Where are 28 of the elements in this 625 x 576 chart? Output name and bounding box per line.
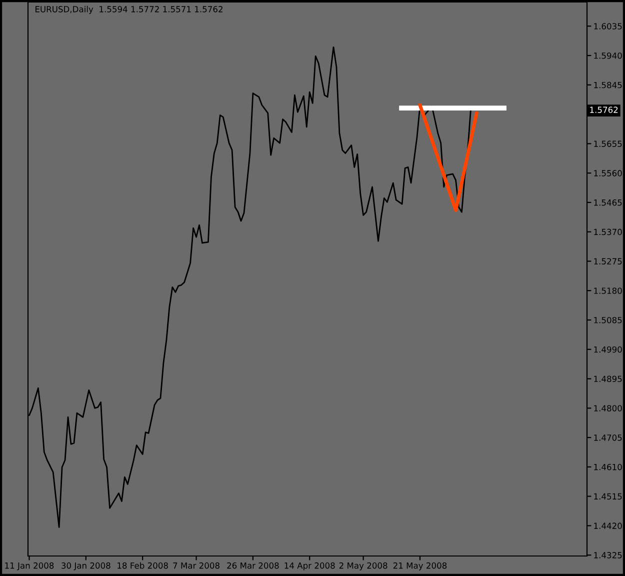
x-tick-label: 7 Mar 2008 bbox=[173, 562, 220, 569]
y-tick-label: 1.5085 bbox=[594, 316, 622, 324]
y-tick-label: 1.5465 bbox=[594, 199, 622, 206]
y-tick-label: 1.5180 bbox=[594, 288, 622, 294]
y-tick-label: 1.4610 bbox=[594, 464, 622, 470]
x-tick-label: 21 May 2008 bbox=[393, 562, 447, 570]
y-tick-label: 1.4895 bbox=[594, 376, 622, 382]
x-tick-label: 30 Jan 2008 bbox=[62, 562, 110, 570]
y-tick-label: 1.5560 bbox=[594, 170, 622, 176]
y-tick-label: 1.4990 bbox=[594, 346, 622, 353]
text: 1.5762 bbox=[590, 106, 618, 113]
x-tick-label: 18 Feb 2008 bbox=[118, 562, 168, 569]
y-tick-label: 1.4515 bbox=[594, 493, 622, 500]
y-tick-label: 1.5845 bbox=[594, 82, 622, 88]
y-tick-label: 1.4325 bbox=[594, 552, 622, 558]
chart-title: EURUSD,Daily 1.5594 1.5772 1.5571 1.5762 bbox=[36, 6, 222, 14]
x-tick-label: 11 Jan 2008 bbox=[5, 562, 54, 570]
y-tick-label: 1.4800 bbox=[594, 405, 622, 412]
y-tick-label: 1.6035 bbox=[594, 23, 622, 30]
y-tick-label: 1.4705 bbox=[594, 434, 622, 441]
x-tick-label: 2 May 2008 bbox=[339, 562, 388, 570]
y-tick-label: 1.4420 bbox=[594, 522, 622, 529]
x-tick-label: 14 Apr 2008 bbox=[284, 562, 335, 570]
y-tick-label: 1.5940 bbox=[594, 52, 622, 59]
y-tick-label: 1.5275 bbox=[594, 258, 622, 264]
y-tick-label: 1.5655 bbox=[594, 140, 622, 147]
x-tick-label: 26 Mar 2008 bbox=[227, 562, 279, 569]
y-tick-label: 1.5370 bbox=[594, 228, 622, 236]
